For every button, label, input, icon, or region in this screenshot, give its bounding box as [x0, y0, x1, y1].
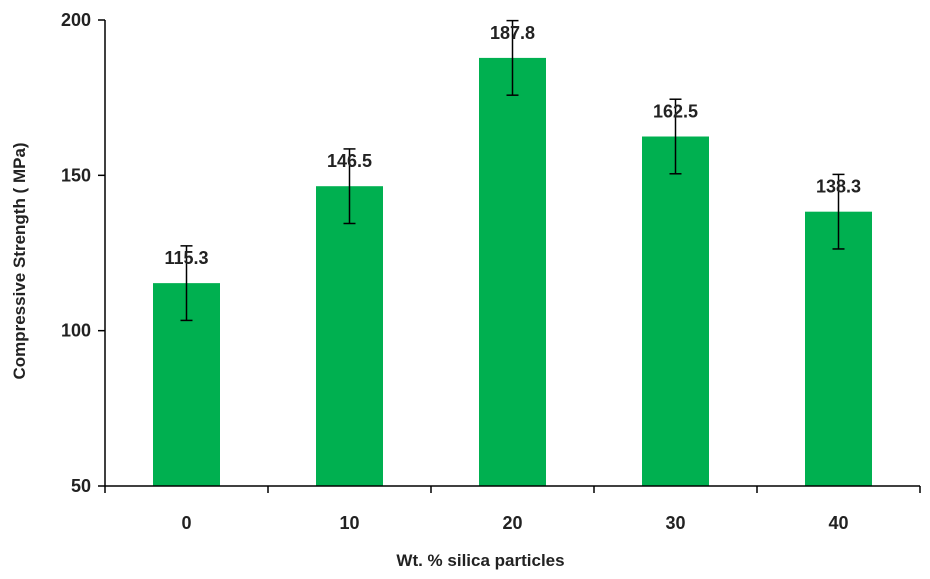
data-label: 146.5: [327, 151, 372, 171]
error-bar: [832, 173, 845, 250]
y-axis-ticks: 50 100 150 200: [61, 10, 105, 496]
error-bar: [180, 245, 193, 322]
x-tick-label: 30: [665, 513, 685, 533]
x-axis-ticks: 0 10 20 30 40: [104, 486, 921, 533]
data-label: 162.5: [653, 102, 698, 122]
bar: [805, 211, 872, 486]
x-tick-label: 40: [828, 513, 848, 533]
y-tick-label: 100: [61, 321, 91, 341]
data-labels-group: 115.3 146.5 187.8 162.5 138.3: [164, 23, 861, 268]
data-label: 115.3: [164, 248, 208, 268]
y-tick-label: 50: [71, 476, 91, 496]
error-bar: [669, 98, 682, 175]
x-axis-title: Wt. % silica particles: [396, 551, 564, 570]
x-tick-label: 20: [502, 513, 522, 533]
y-tick-label: 150: [61, 165, 91, 185]
bars-group: [153, 57, 872, 486]
data-label: 138.3: [816, 177, 861, 197]
y-axis-title: Compressive Strength ( MPa): [10, 142, 29, 379]
bar: [479, 57, 546, 486]
error-bar: [506, 19, 519, 96]
error-bar: [343, 148, 356, 225]
x-tick-label: 0: [181, 513, 191, 533]
data-label: 187.8: [490, 23, 535, 43]
error-bars-group: [180, 19, 845, 322]
bar: [316, 186, 383, 486]
bar: [642, 136, 709, 486]
x-tick-label: 10: [339, 513, 359, 533]
y-tick-label: 200: [61, 10, 91, 30]
